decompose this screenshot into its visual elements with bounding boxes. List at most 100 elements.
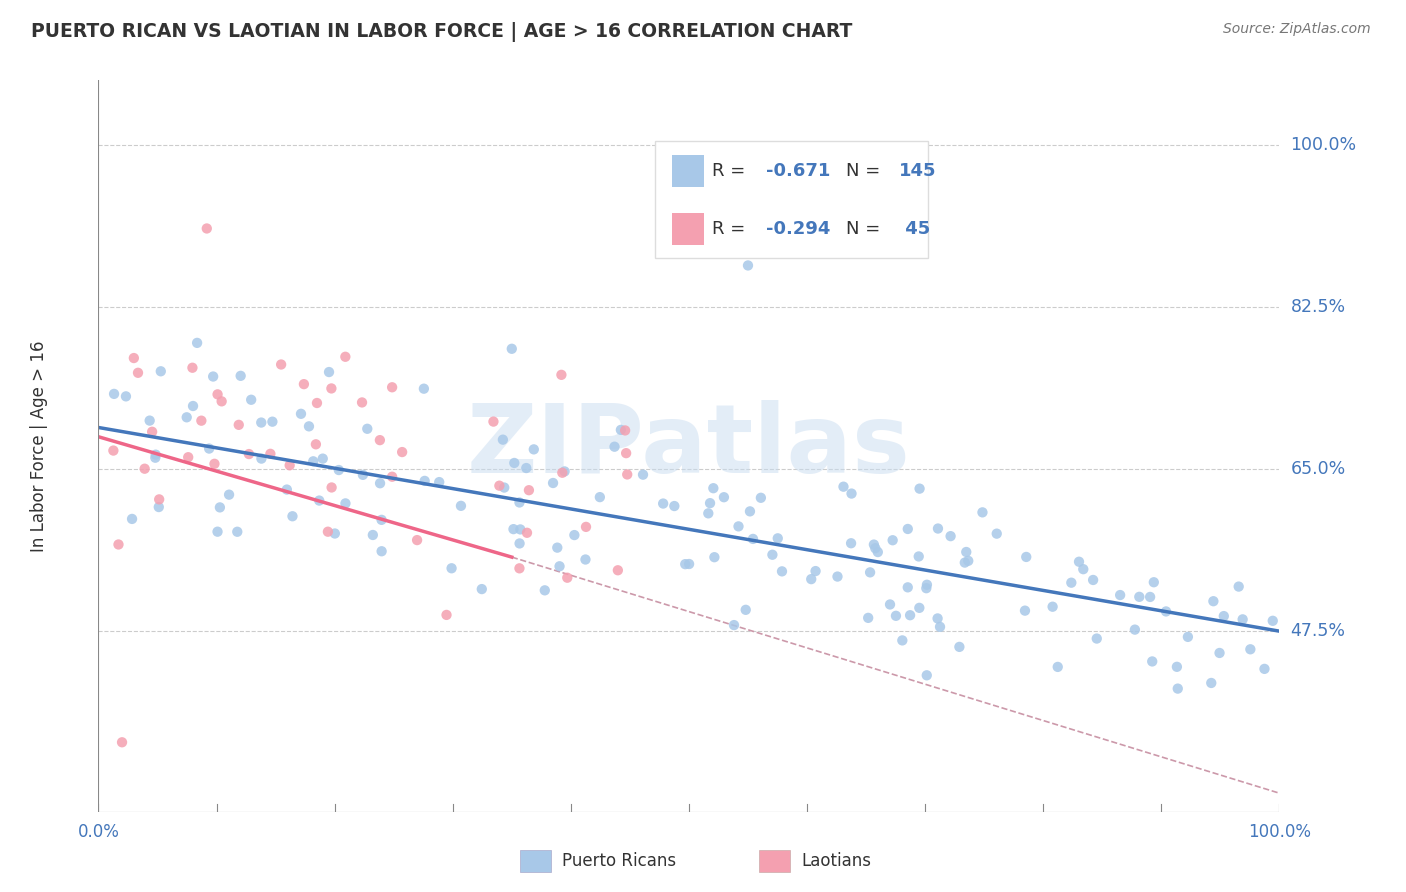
Point [238, 447, 260, 461]
Point [517, 483, 540, 498]
Point [226, 524, 249, 539]
Point [503, 456, 526, 470]
Point [1167, 681, 1189, 696]
Text: Laotians: Laotians [801, 852, 872, 871]
Point [368, 433, 391, 447]
Point [328, 463, 350, 477]
Point [915, 668, 938, 682]
Point [370, 513, 392, 527]
Point [551, 466, 574, 480]
Point [412, 382, 434, 396]
Point [927, 611, 949, 625]
Point [368, 476, 391, 491]
Point [1139, 590, 1161, 604]
Text: Puerto Ricans: Puerto Ricans [562, 852, 676, 871]
Point [723, 618, 745, 632]
Point [321, 381, 343, 395]
Point [103, 387, 125, 401]
Point [664, 499, 686, 513]
Point [891, 633, 914, 648]
Point [879, 598, 901, 612]
Point [555, 571, 578, 585]
Text: R =: R = [713, 220, 751, 238]
Point [290, 407, 312, 421]
Point [616, 467, 638, 482]
Point [316, 524, 339, 539]
Point [494, 481, 516, 495]
Point [148, 500, 170, 514]
Point [488, 478, 510, 492]
Point [541, 475, 564, 490]
Point [749, 491, 772, 505]
Point [606, 563, 628, 577]
Point [198, 442, 221, 456]
Point [134, 461, 156, 475]
Point [575, 520, 598, 534]
Point [211, 394, 233, 409]
Point [827, 569, 849, 583]
Text: 0.0%: 0.0% [77, 822, 120, 841]
Point [673, 557, 696, 571]
Text: Source: ZipAtlas.com: Source: ZipAtlas.com [1223, 22, 1371, 37]
Point [471, 582, 494, 596]
Point [413, 474, 436, 488]
Point [204, 457, 226, 471]
Point [202, 369, 225, 384]
Text: 100.0%: 100.0% [1249, 822, 1310, 841]
Point [742, 532, 765, 546]
Point [516, 525, 538, 540]
Point [281, 509, 304, 524]
Point [335, 496, 357, 510]
Point [927, 522, 949, 536]
Text: ZIPatlas: ZIPatlas [467, 400, 911, 492]
Point [298, 419, 321, 434]
Point [321, 480, 343, 494]
Point [800, 572, 823, 586]
Point [270, 358, 292, 372]
Point [502, 522, 524, 536]
Point [614, 446, 637, 460]
Point [318, 365, 340, 379]
Text: In Labor Force | Age > 16: In Labor Force | Age > 16 [31, 340, 48, 552]
Text: 100.0%: 100.0% [1291, 136, 1357, 154]
Point [841, 486, 863, 500]
Point [177, 450, 200, 465]
Text: -0.671: -0.671 [766, 161, 830, 179]
Point [865, 541, 887, 556]
Point [229, 368, 252, 383]
Point [678, 557, 700, 571]
Point [727, 519, 749, 533]
Point [121, 512, 143, 526]
Point [929, 620, 952, 634]
Point [308, 493, 330, 508]
Point [986, 526, 1008, 541]
Point [335, 350, 357, 364]
Point [856, 611, 879, 625]
Point [1143, 575, 1166, 590]
Point [953, 556, 976, 570]
Point [1177, 630, 1199, 644]
Text: 145: 145 [900, 161, 936, 179]
Point [361, 528, 384, 542]
Point [957, 554, 980, 568]
Point [122, 351, 145, 365]
Point [699, 496, 721, 510]
Point [603, 440, 626, 454]
Point [1042, 599, 1064, 614]
Point [866, 545, 889, 559]
Point [143, 450, 166, 465]
Text: PUERTO RICAN VS LAOTIAN IN LABOR FORCE | AGE > 16 CORRELATION CHART: PUERTO RICAN VS LAOTIAN IN LABOR FORCE |… [31, 22, 852, 42]
Point [589, 490, 612, 504]
Point [1166, 660, 1188, 674]
Point [1109, 588, 1132, 602]
Point [1154, 604, 1177, 618]
Point [859, 566, 882, 580]
Point [149, 364, 172, 378]
Point [250, 416, 273, 430]
Point [915, 578, 938, 592]
Point [381, 469, 404, 483]
Point [111, 735, 134, 749]
Point [697, 507, 720, 521]
Point [574, 552, 596, 566]
Point [356, 422, 378, 436]
